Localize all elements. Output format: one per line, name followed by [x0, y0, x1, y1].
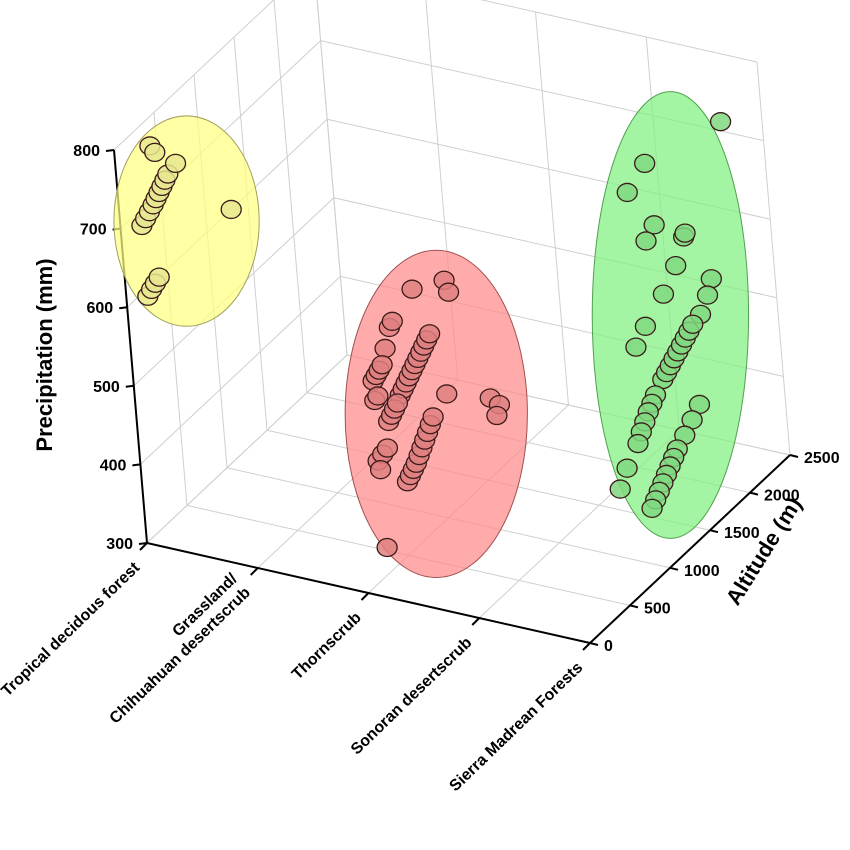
- z-axis-tick: [105, 149, 115, 152]
- y-axis-tick: [669, 566, 679, 571]
- axes: [105, 149, 799, 651]
- x-category-label-line: Sonoran desertscrub: [348, 634, 476, 758]
- data-point-s1: [381, 311, 403, 331]
- data-point-s2: [616, 458, 638, 478]
- x-category-label: Thornscrub: [289, 609, 365, 683]
- x-category-label-line: Chihuahuan desertscrub: [107, 584, 255, 727]
- z-tick-label: 600: [86, 300, 113, 317]
- data-point-s2: [635, 231, 657, 251]
- data-point-s0: [164, 153, 187, 174]
- z-tick-label: 400: [100, 457, 127, 474]
- data-point-s2: [625, 337, 647, 357]
- z-tick-label: 500: [93, 379, 120, 396]
- x-axis-tick: [139, 542, 148, 551]
- data-point-s1: [376, 537, 398, 558]
- x-axis-tick: [360, 592, 370, 601]
- z-axis-tick: [119, 306, 128, 310]
- data-point-s0: [144, 142, 166, 163]
- grid-line: [756, 61, 791, 456]
- grid-line: [316, 0, 348, 356]
- data-point-s2: [709, 112, 732, 132]
- x-category-label: Sonoran desertscrub: [348, 634, 476, 758]
- y-tick-label: 500: [644, 600, 671, 617]
- y-tick-label: 1500: [724, 525, 760, 542]
- data-point-s2: [652, 284, 675, 304]
- grid-line: [480, 0, 758, 63]
- y-axis-tick: [709, 529, 719, 534]
- x-axis-tick: [250, 567, 259, 576]
- cluster-ellipse-2: [591, 91, 750, 539]
- data-point-s1: [369, 460, 392, 480]
- y-tick-label: 2500: [804, 450, 840, 467]
- z-axis-tick: [132, 463, 141, 467]
- data-point-s0: [220, 199, 242, 220]
- y-axis-tick: [589, 642, 599, 646]
- y-axis-tick: [629, 604, 639, 609]
- z-axis-tick: [125, 384, 134, 388]
- data-point-s2: [700, 269, 722, 289]
- x-axis-tick: [582, 642, 591, 651]
- data-point-s1: [367, 386, 389, 406]
- grid-line: [273, 0, 308, 393]
- y-axis-title: Altitude (m): [721, 493, 807, 610]
- y-tick-label: 0: [604, 638, 613, 655]
- x-axis-tick: [471, 617, 480, 626]
- data-point-s2: [616, 182, 638, 203]
- grid-line: [113, 0, 275, 151]
- y-tick-label: 2000: [764, 488, 800, 505]
- x-category-label-line: Thornscrub: [289, 609, 365, 683]
- data-point-s2: [682, 314, 704, 334]
- data-point-s1: [374, 338, 396, 359]
- z-tick-label: 800: [73, 143, 100, 160]
- z-axis-title: Precipitation (mm): [32, 258, 57, 451]
- x-category-label: Tropical decidous forest: [0, 559, 144, 700]
- data-point-s2: [634, 153, 656, 174]
- data-points: [131, 112, 732, 558]
- y-axis-tick: [749, 491, 759, 496]
- data-point-s0: [148, 267, 170, 287]
- z-tick-label: 700: [80, 222, 107, 239]
- data-point-s1: [386, 393, 409, 413]
- data-point-s2: [643, 215, 665, 235]
- y-axis-tick: [789, 454, 799, 458]
- data-point-s1: [371, 355, 393, 375]
- x-category-label-line: Sierra Madrean Forests: [447, 659, 587, 795]
- data-point-s2: [634, 316, 657, 336]
- data-point-s1: [436, 384, 458, 404]
- data-point-s2: [627, 433, 649, 454]
- y-tick-label: 1000: [684, 563, 720, 580]
- grid-line: [146, 354, 348, 544]
- y-axis-line: [589, 454, 791, 644]
- data-point-s1: [401, 279, 423, 299]
- data-point-s2: [609, 479, 631, 499]
- data-point-s1: [376, 438, 399, 458]
- data-point-s2: [696, 285, 719, 305]
- x-category-label-line: Tropical decidous forest: [0, 559, 144, 700]
- data-point-s2: [641, 498, 663, 518]
- data-point-s1: [486, 405, 508, 426]
- x-category-label: Sierra Madrean Forests: [447, 659, 587, 795]
- z-tick-label: 300: [106, 536, 133, 553]
- data-point-s1: [422, 407, 444, 427]
- data-point-s2: [674, 223, 696, 243]
- data-point-s1: [418, 324, 441, 344]
- data-point-s2: [665, 255, 687, 276]
- grid-line: [535, 11, 569, 406]
- data-point-s1: [437, 282, 460, 302]
- grid-line: [140, 276, 341, 465]
